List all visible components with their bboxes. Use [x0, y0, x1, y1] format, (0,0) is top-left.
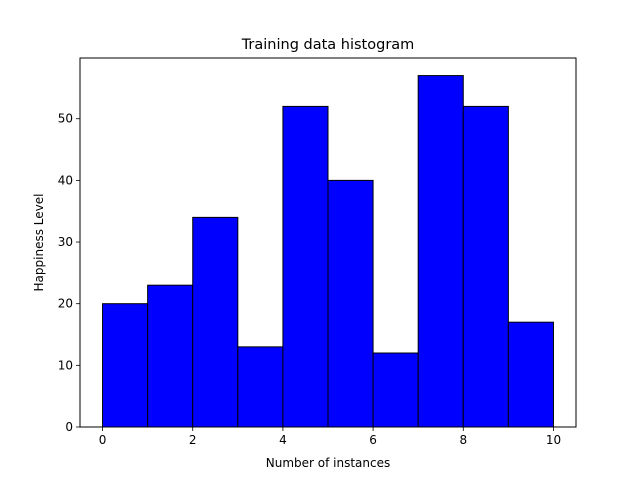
y-axis-title: Happiness Level [32, 194, 46, 292]
y-tick-label: 30 [58, 235, 73, 249]
histogram-bar [507, 321, 554, 428]
histogram-bar [417, 75, 464, 428]
y-tick-label: 50 [58, 112, 73, 126]
y-axis-ticks: 0 10 20 30 40 50 [58, 112, 80, 434]
histogram-bar [327, 179, 374, 428]
bars-group [102, 75, 554, 428]
histogram-bar [282, 105, 329, 428]
x-tick-label: 6 [369, 433, 377, 447]
x-axis-ticks: 0 2 4 6 8 10 [99, 427, 561, 447]
x-axis-title: Number of instances [266, 456, 391, 470]
chart-title: Training data histogram [241, 37, 415, 53]
x-tick-label: 10 [546, 433, 561, 447]
histogram-bar [192, 216, 239, 428]
histogram-bar [102, 303, 149, 428]
x-tick-label: 0 [99, 433, 107, 447]
y-tick-label: 0 [65, 420, 73, 434]
x-tick-label: 2 [189, 433, 197, 447]
y-tick-label: 40 [58, 173, 73, 187]
x-tick-label: 8 [459, 433, 467, 447]
histogram-bar [237, 346, 284, 428]
y-tick-label: 10 [58, 358, 73, 372]
plot-frame [79, 57, 577, 428]
histogram-bar [372, 352, 419, 428]
x-tick-label: 4 [279, 433, 287, 447]
histogram-bar [147, 284, 194, 428]
y-tick-label: 20 [58, 297, 73, 311]
histogram-bar [462, 105, 509, 428]
